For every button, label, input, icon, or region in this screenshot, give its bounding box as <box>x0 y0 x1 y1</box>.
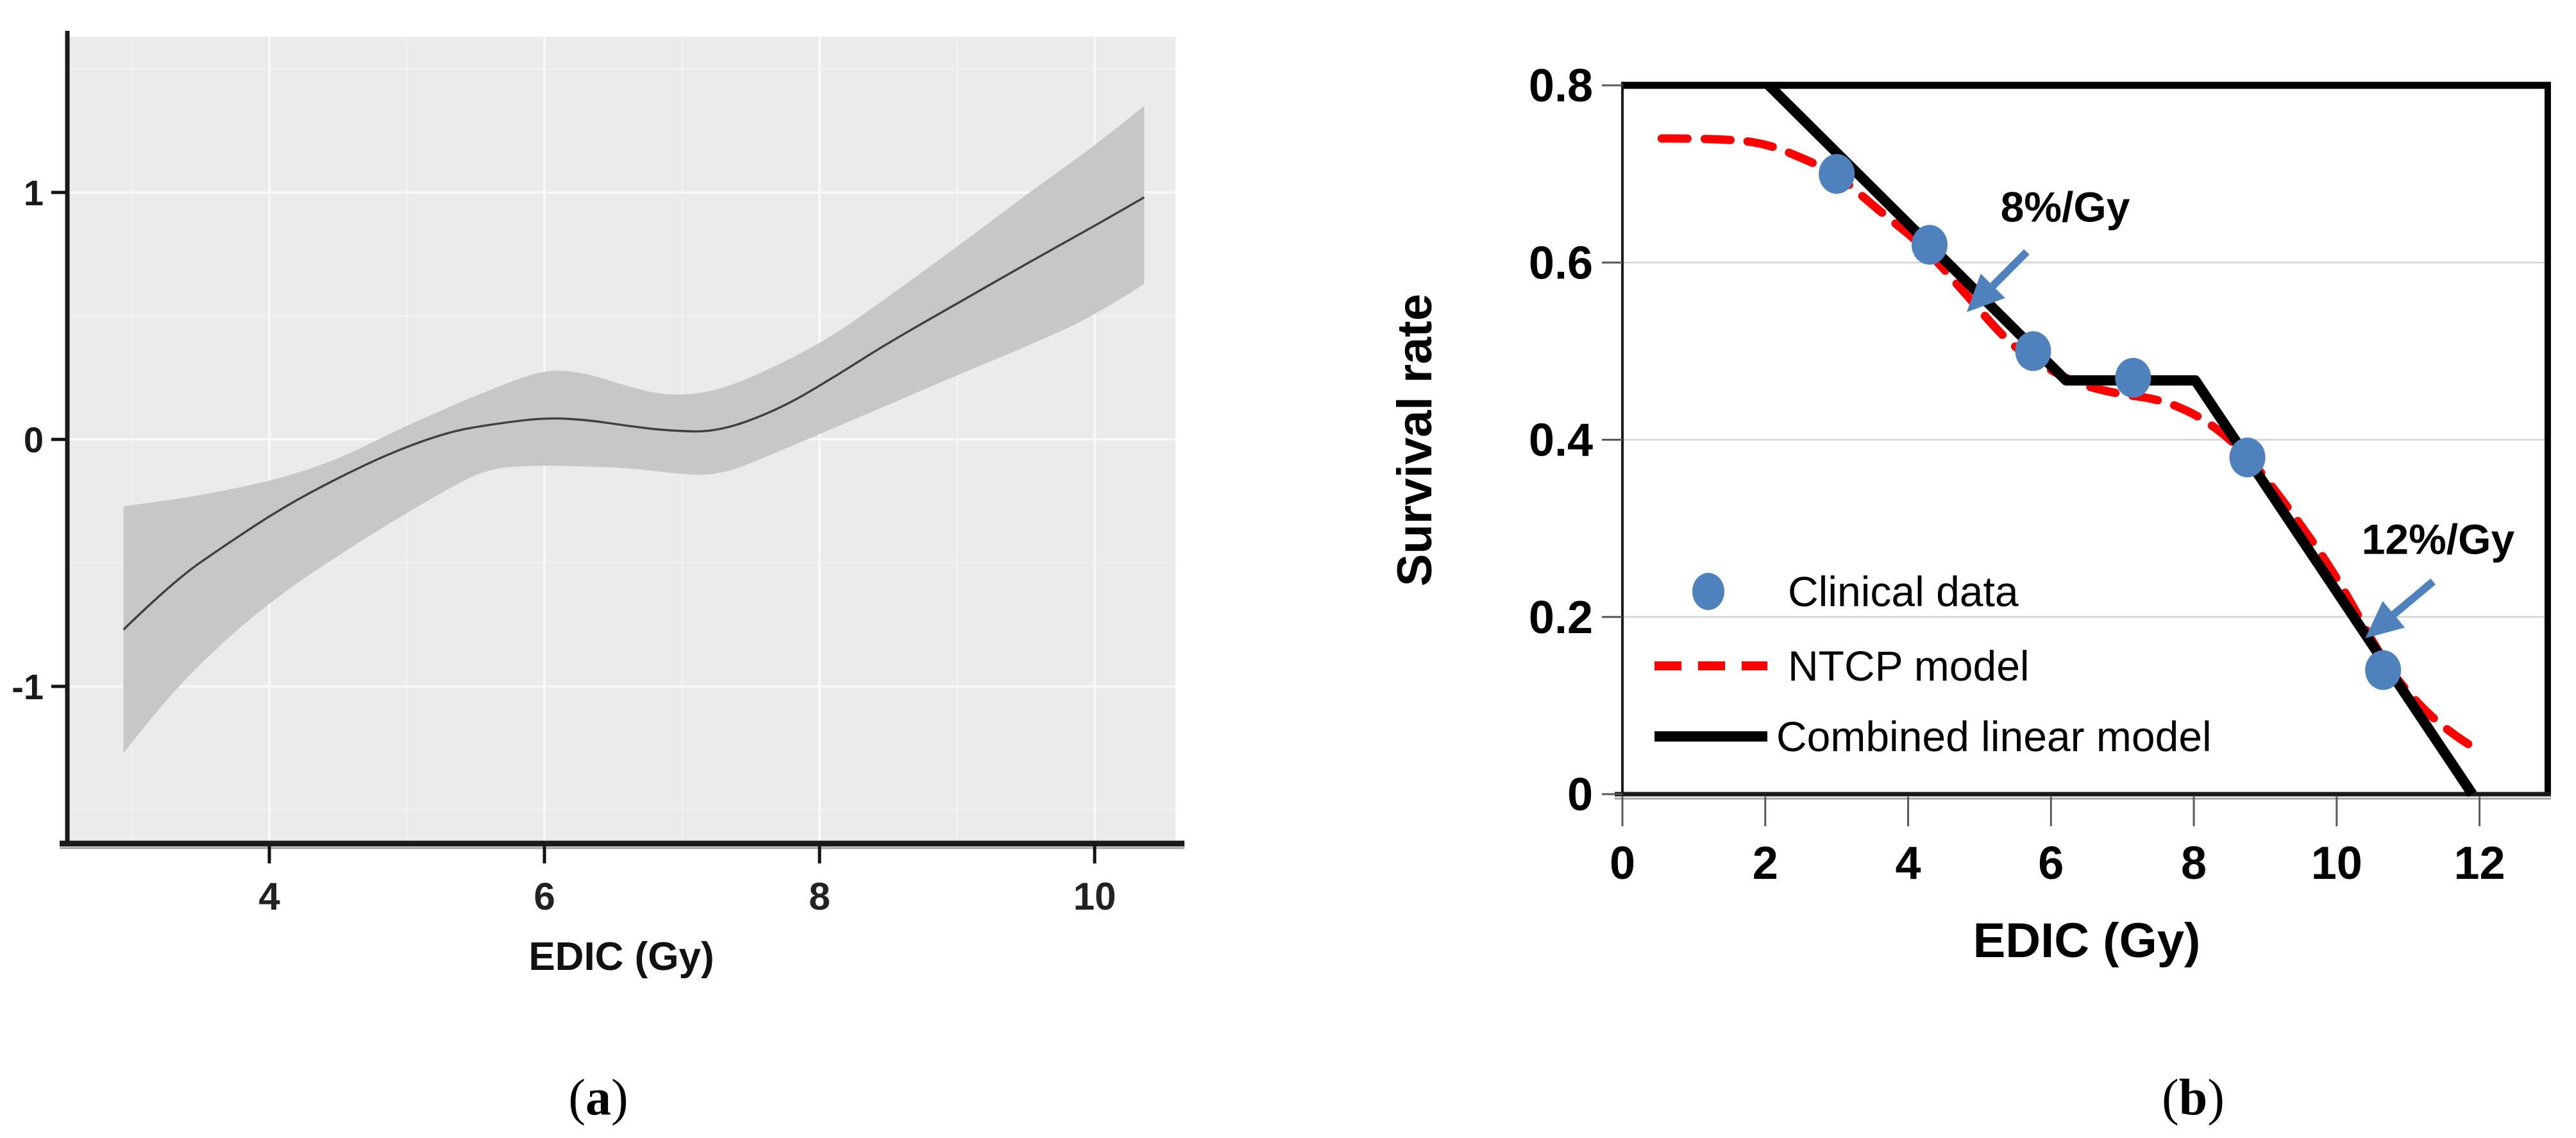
chart-b-gridlines <box>1624 261 2548 618</box>
chart-b: 0 0.2 0.4 0.6 0.8 0 2 4 6 8 10 12 EDIC (Gy) Survival … <box>1388 60 2551 968</box>
chart-b-x-tick-label: 0 <box>1610 838 1635 889</box>
chart-a: 4 6 8 10 -1 0 1 EDIC (Gy) <box>12 31 1184 979</box>
annotation-label: 8%/Gy <box>2001 183 2130 231</box>
chart-b-legend: Clinical data NTCP model Combined linear m… <box>1654 568 2212 760</box>
clinical-data-point <box>2015 331 2051 371</box>
legend-clinical-data-label: Clinical data <box>1788 568 2019 615</box>
legend-ntcp-label: NTCP model <box>1788 642 2030 690</box>
clinical-data-point <box>2365 650 2402 690</box>
chart-a-x-tick-label: 6 <box>534 875 555 918</box>
legend-clinical-data-marker <box>1692 573 1724 610</box>
legend-combined-label: Combined linear model <box>1776 713 2212 760</box>
chart-a-x-axis-title: EDIC (Gy) <box>528 935 714 979</box>
chart-b-x-axis-title: EDIC (Gy) <box>1973 913 2201 968</box>
chart-a-x-tick-label: 8 <box>809 875 830 918</box>
annotation-label: 12%/Gy <box>2362 516 2515 563</box>
chart-a-x-tick-label: 10 <box>1073 875 1116 918</box>
chart-a-x-tick-label: 4 <box>258 875 280 918</box>
smooth-fit-line <box>122 196 1145 631</box>
clinical-data-point <box>2229 437 2266 478</box>
chart-b-y-axis-title: Survival rate <box>1388 294 1442 586</box>
clinical-data-point <box>1911 225 1948 265</box>
chart-a-y-tick-label: -1 <box>12 667 44 707</box>
chart-b-x-tick-label: 10 <box>2311 838 2362 889</box>
annotation-arrow-head <box>1966 273 2005 312</box>
annotation-arrow-head <box>2365 601 2405 638</box>
chart-a-y-tick-label: 1 <box>24 173 44 213</box>
chart-b-x-tick-label: 2 <box>1753 838 1778 889</box>
chart-b-y-tick-label: 0.8 <box>1529 60 1593 112</box>
annotation-8Gy: 8%/Gy <box>1966 183 2130 312</box>
chart-b-y-tick-label: 0.2 <box>1529 592 1593 643</box>
chart-b-y-tick-label: 0.6 <box>1529 237 1593 289</box>
confidence-band <box>123 106 1145 754</box>
annotation-arrow-shaft <box>1990 249 2030 289</box>
annotation-12Gy: 12%/Gy <box>2362 516 2515 638</box>
chart-b-x-tick-label: 6 <box>2038 838 2064 889</box>
caption-b: (b) <box>2162 1069 2225 1126</box>
clinical-data-point <box>1819 154 1855 194</box>
chart-b-y-tick-label: 0 <box>1567 769 1593 820</box>
clinical-data-series <box>1819 154 2402 690</box>
caption-a: (a) <box>568 1069 628 1126</box>
chart-b-x-tick-label: 8 <box>2181 838 2207 889</box>
clinical-data-point <box>2115 357 2151 398</box>
chart-a-y-tick-label: 0 <box>24 420 44 460</box>
chart-a-ticks: 4 6 8 10 -1 0 1 <box>12 173 1116 918</box>
chart-b-x-tick-label: 4 <box>1895 838 1921 889</box>
chart-b-x-tick-label: 12 <box>2454 838 2505 889</box>
chart-b-ticks: 0 0.2 0.4 0.6 0.8 0 2 4 6 8 10 12 <box>1529 60 2505 889</box>
chart-b-y-tick-label: 0.4 <box>1529 415 1593 466</box>
annotation-arrow-shaft <box>2391 578 2436 618</box>
